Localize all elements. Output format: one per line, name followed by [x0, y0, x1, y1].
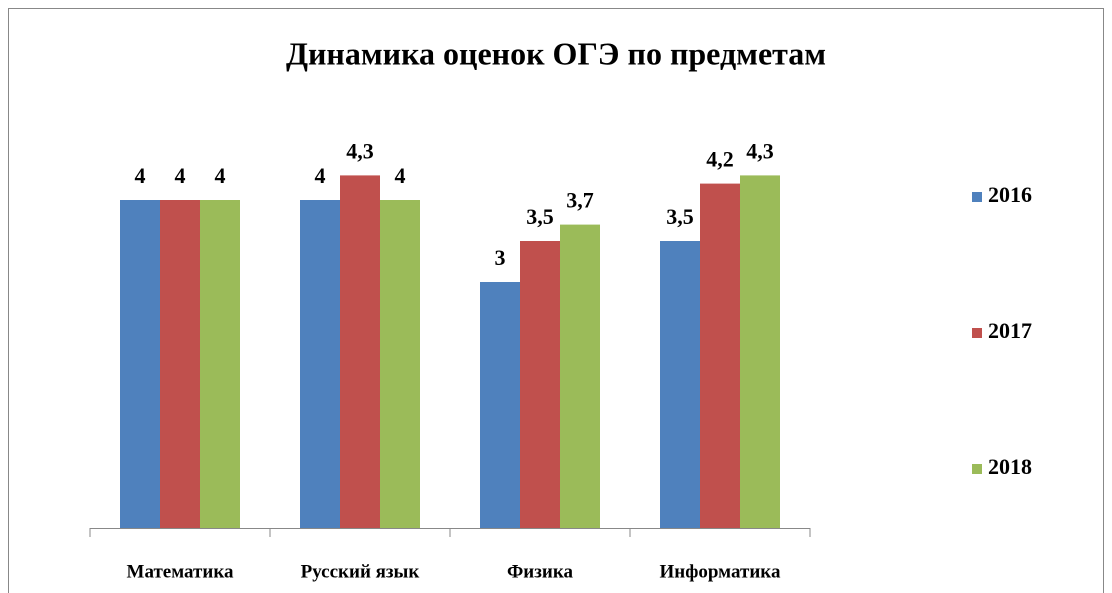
data-label: 3,7 [566, 188, 594, 213]
bar [380, 200, 420, 528]
x-tick-label: Русский язык [301, 561, 420, 582]
bar [700, 183, 740, 528]
data-label: 4 [135, 163, 146, 188]
data-label: 4 [315, 163, 326, 188]
data-label: 4,3 [346, 138, 374, 163]
data-label: 4 [175, 163, 186, 188]
bar [340, 175, 380, 528]
bar [660, 241, 700, 528]
bar [160, 200, 200, 528]
data-label: 4,2 [706, 147, 734, 172]
chart-title: Динамика оценок ОГЭ по предметам [286, 35, 826, 71]
legend-swatch [972, 192, 982, 202]
data-label: 4 [395, 163, 406, 188]
data-label: 4 [215, 163, 226, 188]
legend-label: 2016 [988, 182, 1032, 207]
bar [520, 241, 560, 528]
data-label: 3,5 [666, 204, 694, 229]
data-label: 3 [495, 245, 506, 270]
x-tick-label: Математика [127, 561, 234, 582]
data-label: 4,3 [746, 138, 774, 163]
legend-label: 2018 [988, 454, 1032, 479]
bar [740, 175, 780, 528]
bar [480, 282, 520, 528]
bar [120, 200, 160, 528]
x-tick-label: Физика [507, 561, 574, 582]
x-tick-label: Информатика [660, 561, 781, 582]
data-label: 3,5 [526, 204, 554, 229]
legend-swatch [972, 464, 982, 474]
bar [200, 200, 240, 528]
legend-swatch [972, 328, 982, 338]
legend-label: 2017 [988, 318, 1032, 343]
bar [300, 200, 340, 528]
bar [560, 224, 600, 528]
